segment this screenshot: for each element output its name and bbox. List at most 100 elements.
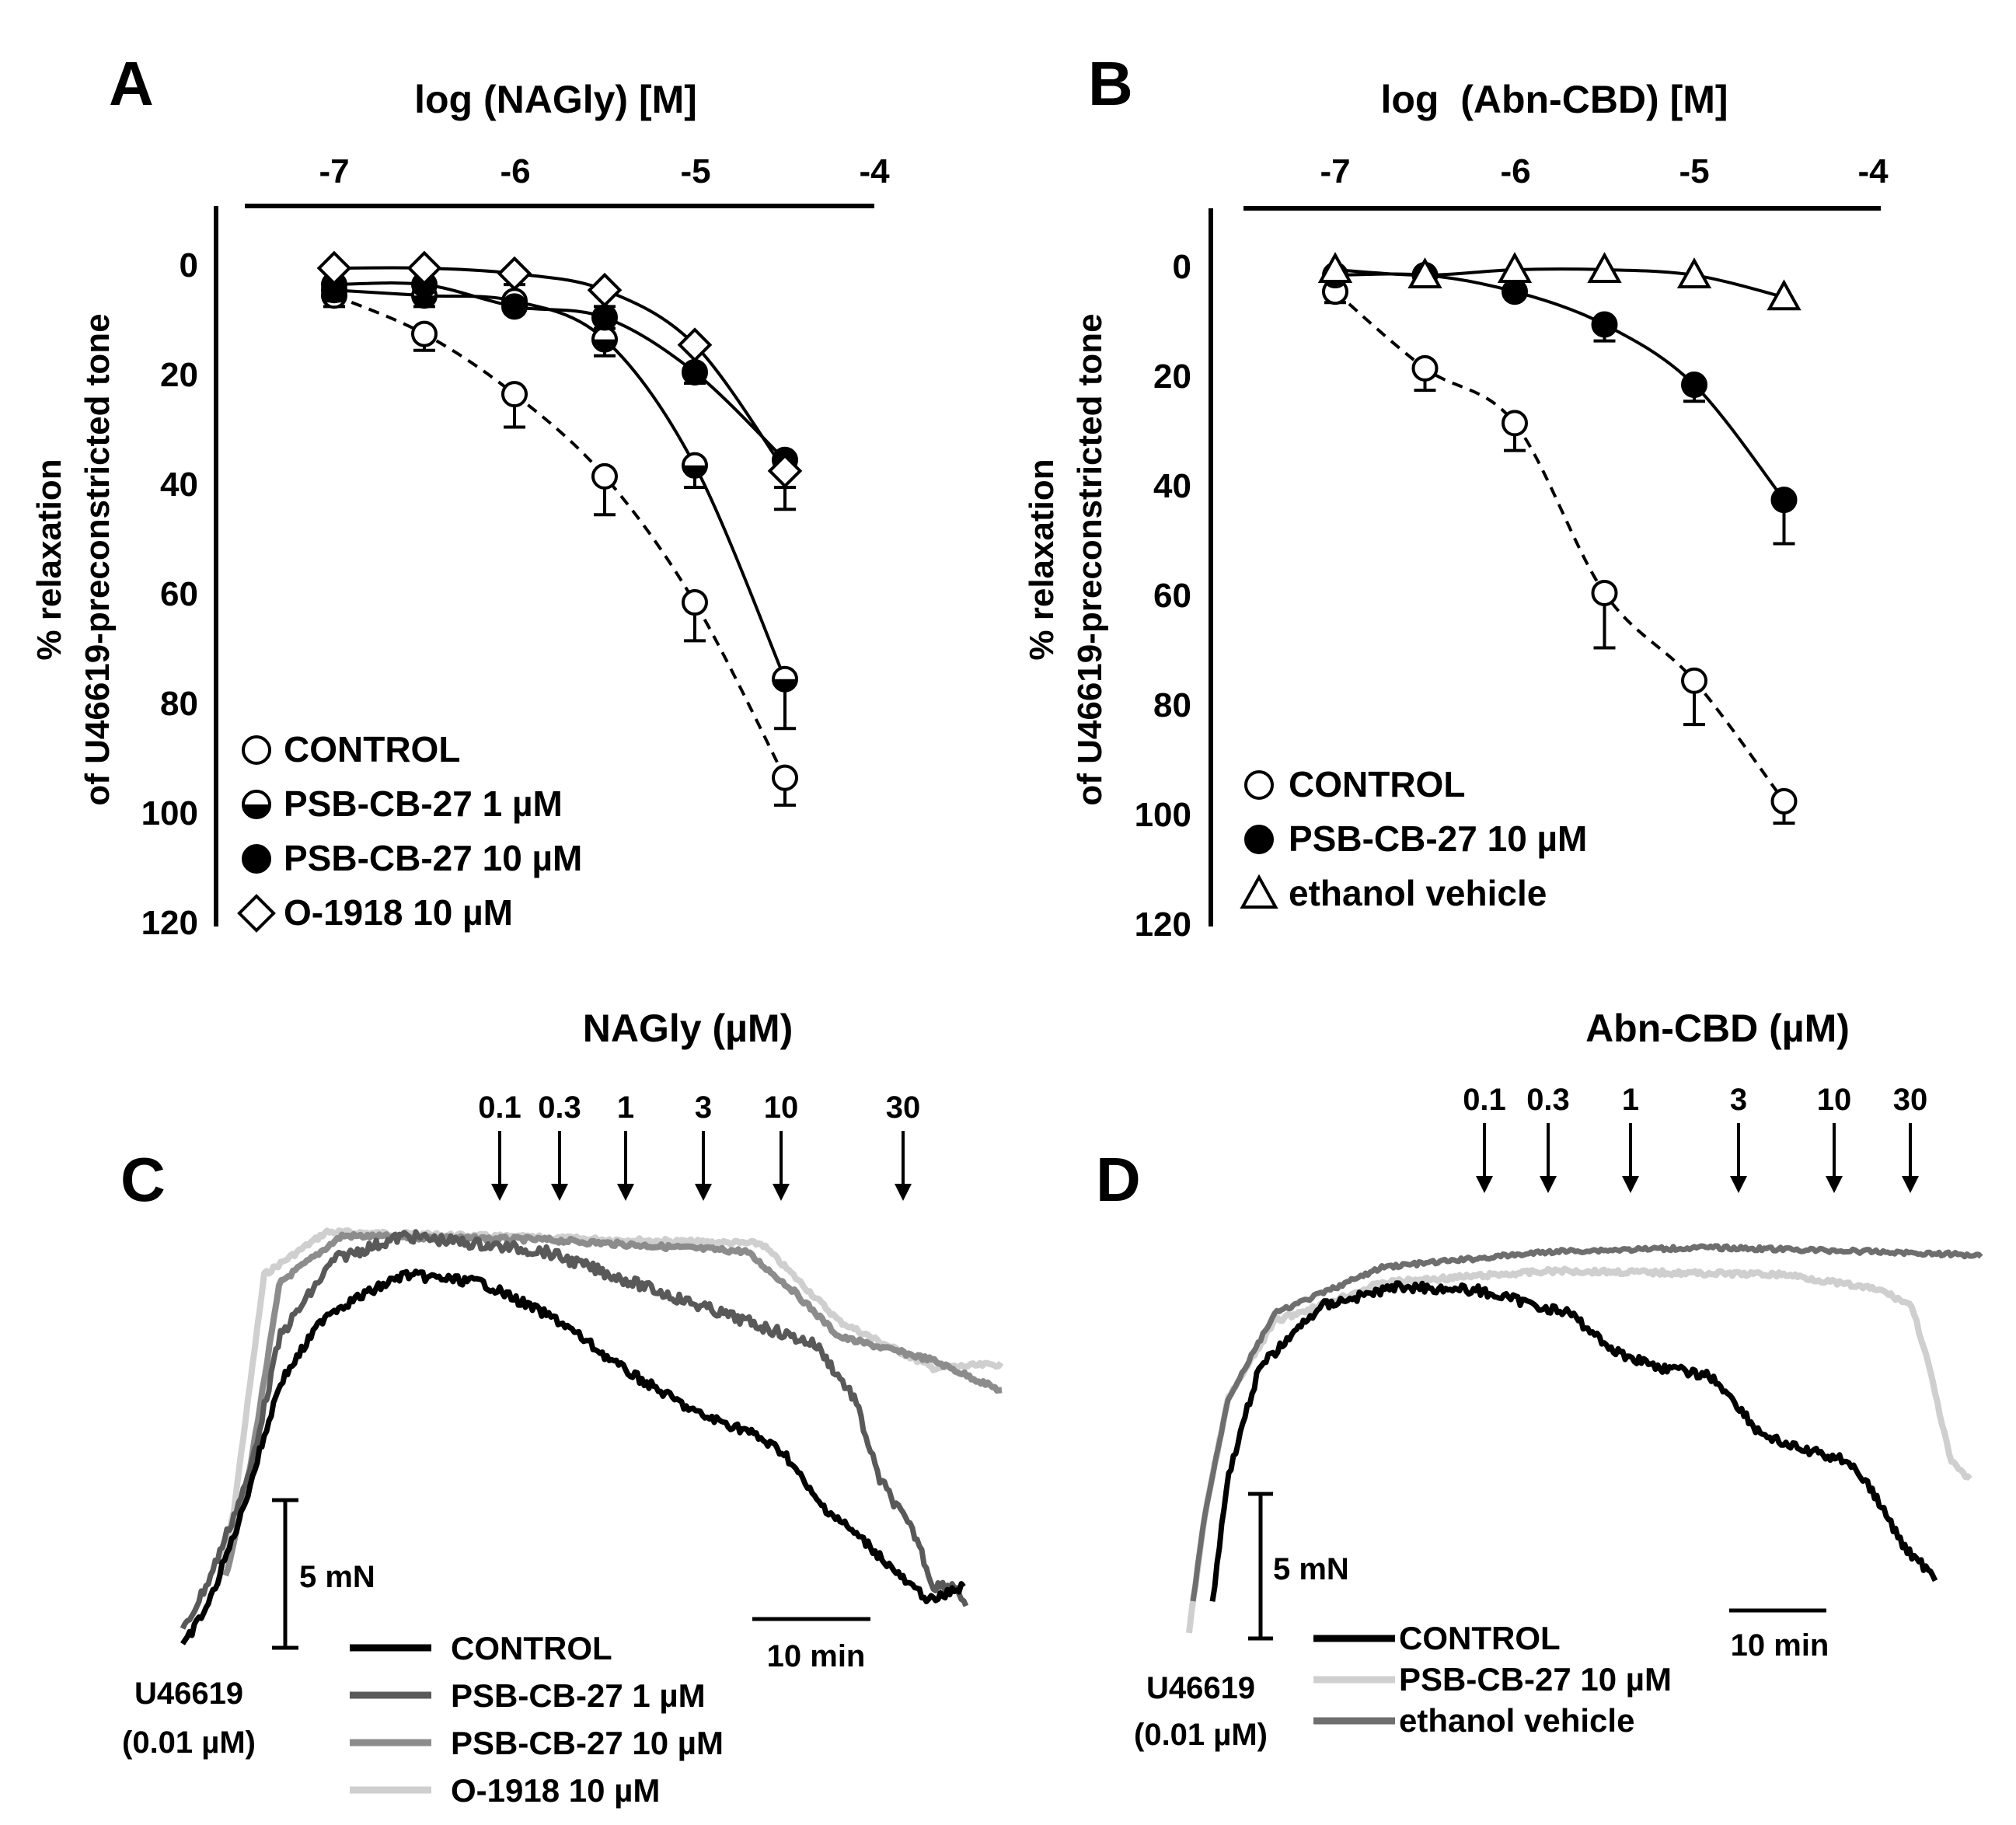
dose-arrow-head — [1476, 1176, 1493, 1193]
panel-b-y-tick-label: 100 — [1135, 796, 1191, 834]
panel-b-y-tick-label: 40 — [1153, 467, 1191, 505]
data-point — [1411, 354, 1439, 382]
trace-legend-label: PSB-CB-27 10 µM — [451, 1725, 724, 1761]
panel-b: B log (Abn-CBD) [M] -7 -6 -5 -4 0 20 40 … — [1023, 49, 1889, 944]
panel-a-y-tick-label: 20 — [160, 356, 198, 394]
data-point — [1587, 252, 1622, 283]
panel-b-y-tick-label: 60 — [1153, 577, 1191, 615]
dose-arrow-head — [1622, 1176, 1639, 1193]
panel-b-legend: CONTROL PSB-CB-27 10 µM ethanol vehicle — [1240, 764, 1587, 913]
panel-b-y-title-line1: % relaxation — [1023, 459, 1061, 660]
legend-marker — [1240, 874, 1278, 909]
dose-label: 0.1 — [1463, 1083, 1506, 1117]
trace-legend-label: CONTROL — [451, 1630, 612, 1666]
legend-label: O-1918 10 µM — [284, 892, 513, 933]
panel-letter-a: A — [109, 49, 154, 118]
trace-ethanol — [1190, 1243, 1983, 1602]
dose-label: 10 — [1817, 1083, 1852, 1117]
dose-label: 10 — [764, 1090, 799, 1125]
data-point — [772, 764, 798, 791]
dose-arrow-head — [551, 1184, 568, 1201]
dose-label: 3 — [1730, 1083, 1747, 1117]
fit-curve — [1334, 267, 1784, 299]
panel-b-y-title-line2: of U46619-preconstricted tone — [1071, 313, 1109, 805]
dose-label: 0.3 — [538, 1090, 581, 1125]
panel-a-x-tick-label: -6 — [500, 152, 530, 190]
fit-curve — [333, 288, 787, 680]
dose-arrow-head — [1730, 1176, 1747, 1193]
data-point — [411, 320, 438, 347]
fit-curve — [333, 266, 787, 473]
dose-label: 3 — [695, 1090, 712, 1125]
panel-a-x-tick-label: -7 — [319, 152, 349, 190]
panel-c-dose-markers: 0.1 0.3 1 3 10 30 — [478, 1090, 920, 1201]
panel-a-x-title: log (NAGly) [M] — [414, 78, 697, 121]
data-point — [1497, 252, 1533, 283]
dose-arrow-head — [895, 1184, 912, 1201]
dose-arrow-head — [695, 1184, 712, 1201]
dose-label: 1 — [617, 1090, 634, 1125]
data-point — [591, 326, 618, 353]
panel-letter-c: C — [120, 1145, 166, 1214]
panel-letter-d: D — [1096, 1145, 1141, 1214]
trace-control — [180, 1268, 966, 1645]
panel-b-y-tick-label: 80 — [1153, 686, 1191, 724]
legend-marker — [237, 894, 276, 933]
legend-label: PSB-CB-27 10 µM — [1289, 818, 1587, 859]
fit-curve — [1334, 272, 1786, 501]
dose-arrow-head — [491, 1184, 508, 1201]
panel-b-x-title: log (Abn-CBD) [M] — [1380, 78, 1728, 121]
panel-a: A log (NAGly) [M] -7 -6 -5 -4 0 20 40 60… — [30, 49, 890, 942]
dose-label: 1 — [1622, 1083, 1639, 1117]
trace-o1918 — [215, 1227, 1004, 1586]
trace-legend-label: PSB-CB-27 10 µM — [1399, 1661, 1672, 1698]
legend-label: PSB-CB-27 1 µM — [284, 783, 563, 824]
panel-c-force-scale-bar — [272, 1498, 298, 1650]
legend-marker — [1244, 825, 1274, 854]
data-point — [1591, 311, 1618, 338]
trace-legend-label: ethanol vehicle — [1399, 1702, 1634, 1739]
panel-b-x-tick-label: -6 — [1500, 152, 1530, 190]
panel-c-header: NAGly (µM) — [583, 1007, 793, 1050]
panel-b-y-ticks: 0 20 40 60 80 100 120 — [1135, 248, 1191, 944]
data-point — [1770, 787, 1798, 815]
panel-d-force-scale-bar — [1248, 1492, 1273, 1641]
panel-c-traces — [180, 1227, 1004, 1645]
data-point — [497, 256, 532, 291]
series-0 — [1322, 278, 1798, 825]
trace-legend-label: CONTROL — [1399, 1620, 1561, 1656]
panel-d-force-scale-label: 5 mN — [1273, 1552, 1349, 1586]
panel-c-agonist-label: U46619 — [134, 1677, 243, 1711]
dose-arrow-head — [617, 1184, 634, 1201]
legend-marker — [242, 790, 271, 819]
data-point — [591, 462, 618, 490]
data-point — [1770, 487, 1798, 514]
panel-a-x-ticks: -7 -6 -5 -4 — [319, 152, 890, 190]
dose-label: 0.3 — [1526, 1083, 1570, 1117]
panel-a-y-ticks: 0 20 40 60 80 100 120 — [141, 246, 198, 942]
dose-arrow-head — [1826, 1176, 1843, 1193]
panel-letter-b: B — [1088, 49, 1133, 118]
data-point — [1502, 278, 1528, 305]
series-1 — [1322, 262, 1798, 546]
data-point — [772, 665, 798, 693]
data-point — [316, 250, 352, 286]
data-point — [682, 589, 708, 616]
data-point — [1502, 410, 1528, 437]
panel-a-y-tick-label: 60 — [160, 575, 198, 613]
data-point — [1407, 257, 1442, 289]
panel-a-plot — [316, 250, 803, 807]
data-point — [1317, 252, 1353, 283]
legend-marker — [1244, 770, 1274, 800]
legend-label: CONTROL — [1289, 764, 1465, 804]
panel-b-plot — [1317, 252, 1801, 825]
data-point — [501, 293, 528, 320]
series-2 — [1317, 252, 1801, 311]
panel-d-header: Abn-CBD (µM) — [1585, 1007, 1850, 1050]
panel-a-y-tick-label: 80 — [160, 685, 198, 723]
fit-curve — [333, 294, 787, 779]
panel-a-x-tick-label: -4 — [859, 152, 890, 190]
dose-arrow-head — [1540, 1176, 1557, 1193]
trace-legend-label: PSB-CB-27 1 µM — [451, 1677, 706, 1714]
